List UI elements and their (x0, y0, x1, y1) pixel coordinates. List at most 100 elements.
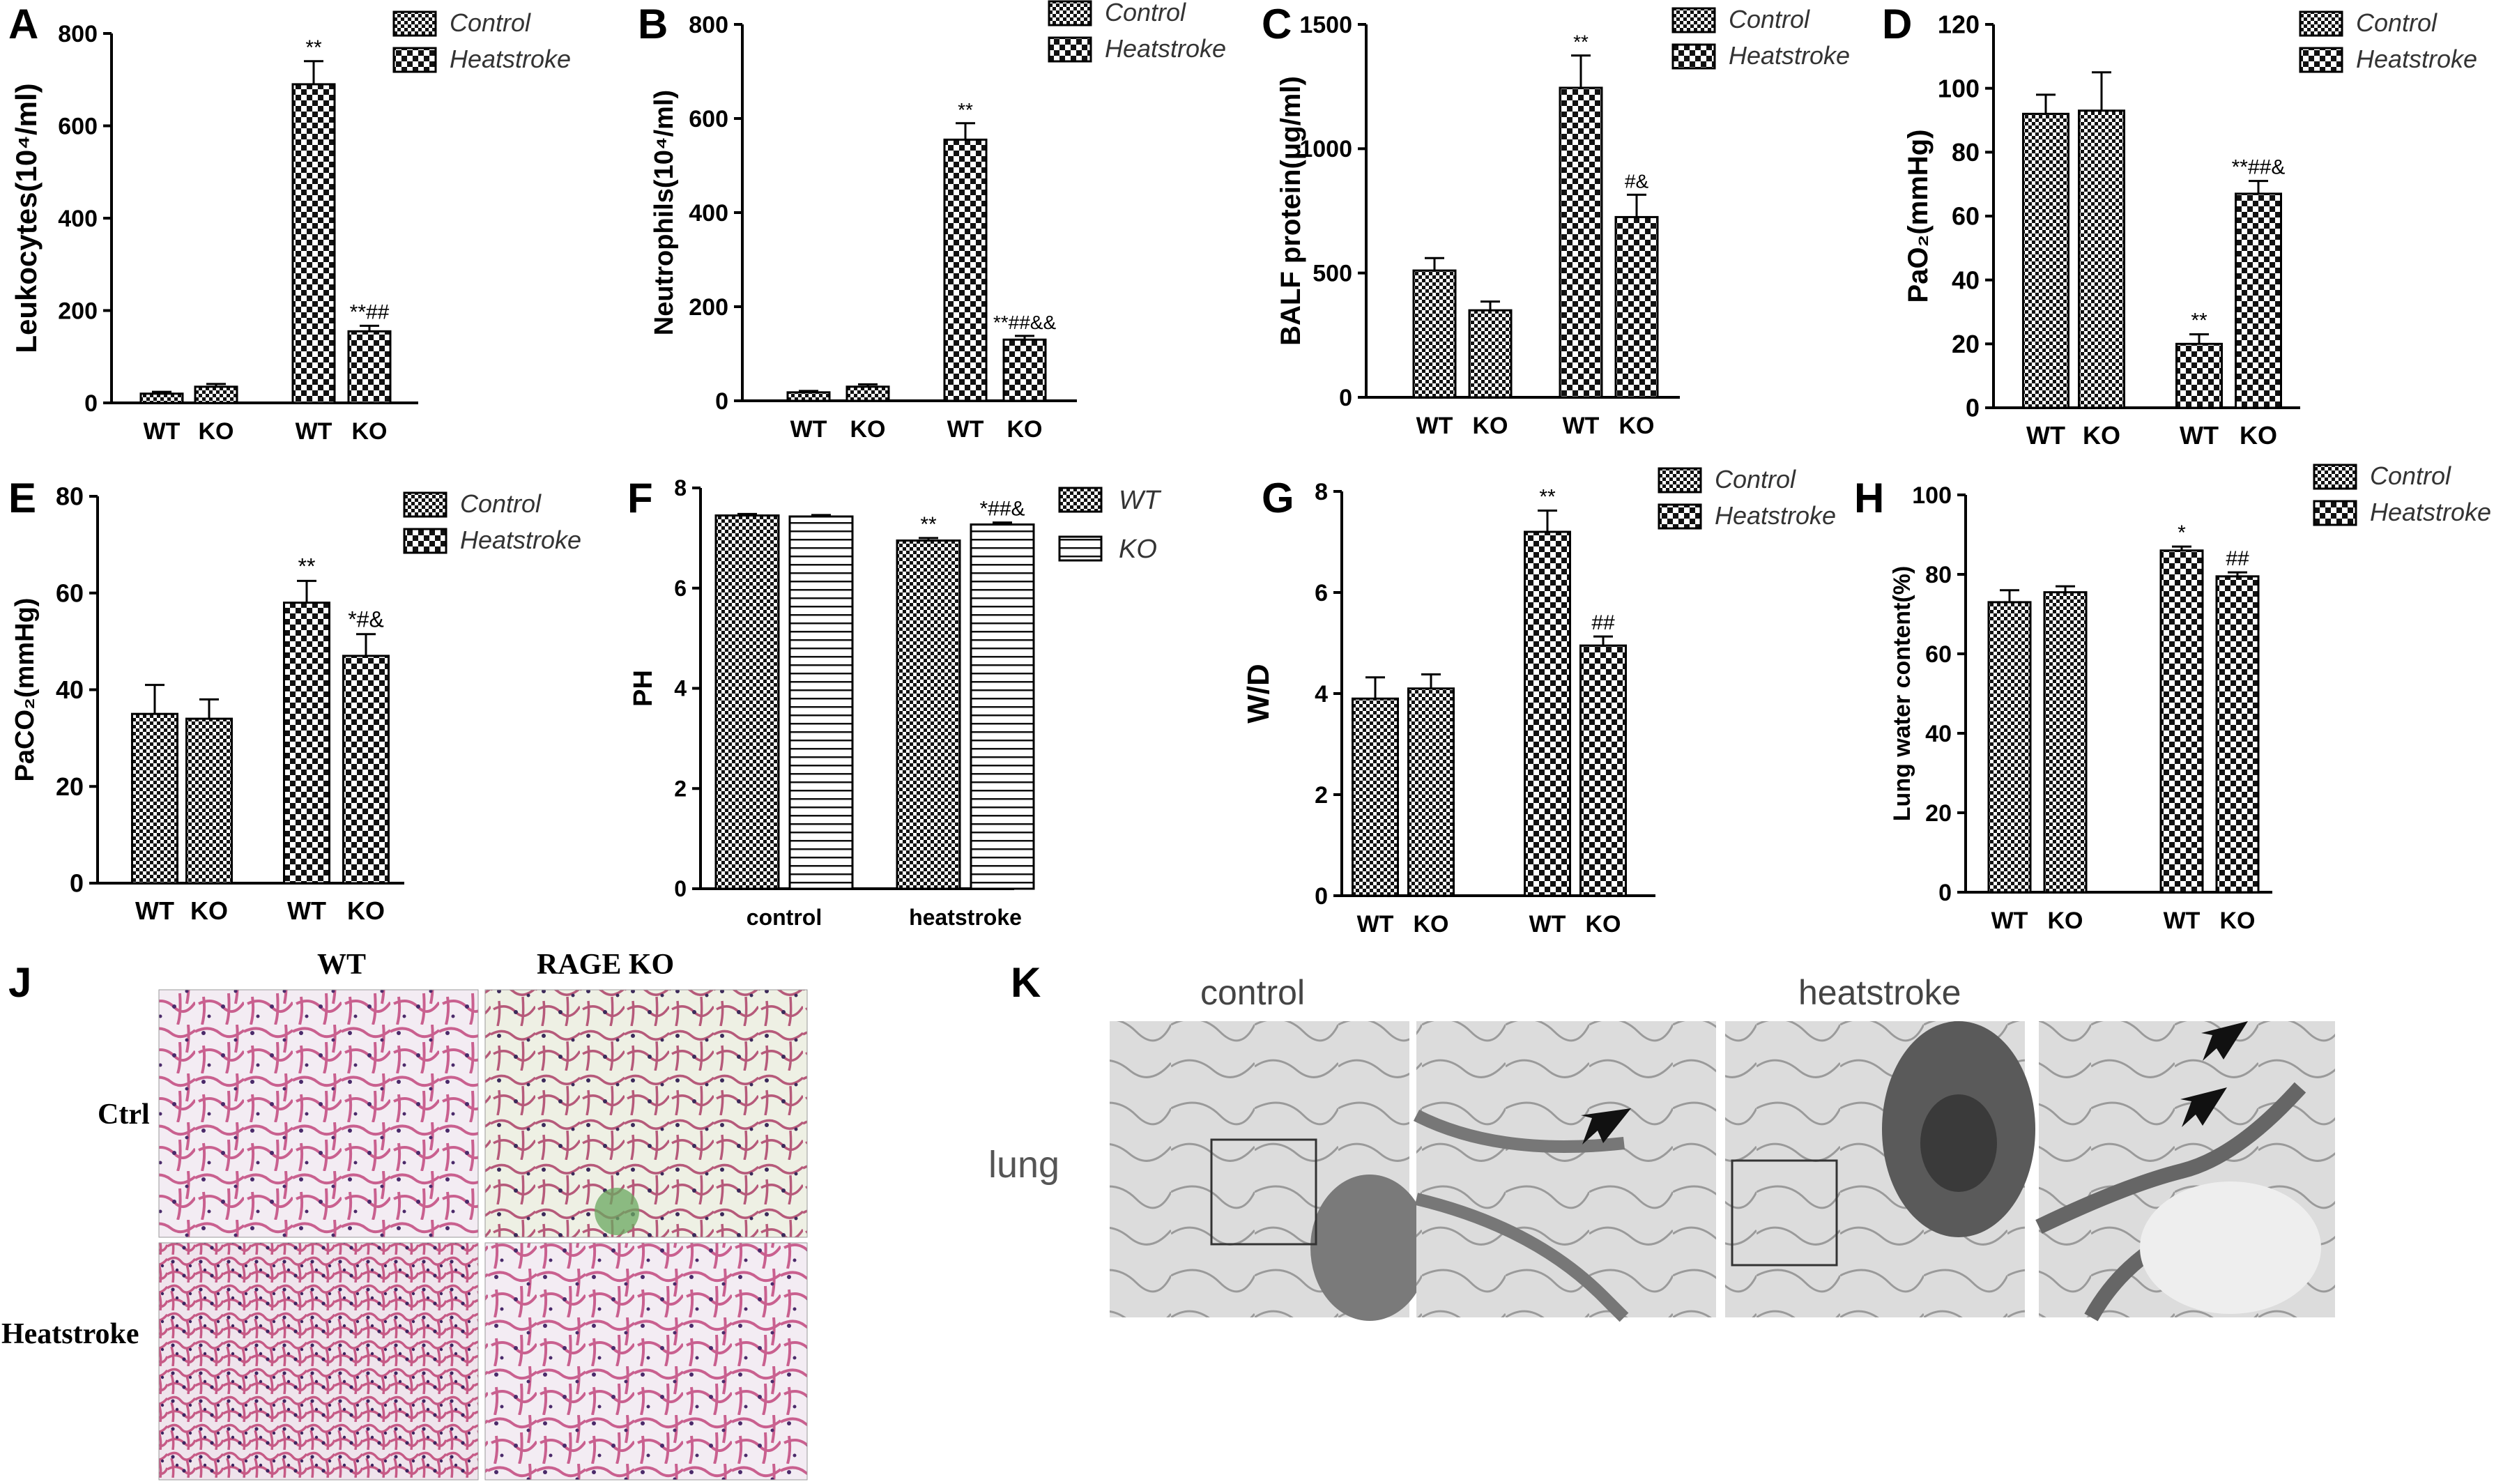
c-ylabel: BALF protein(μg/ml) (1276, 76, 1306, 346)
f-xtick-label: control (747, 905, 822, 930)
a-ytick-label: 0 (84, 390, 98, 417)
c-significance-label: ** (1573, 31, 1589, 53)
f-bar (714, 514, 780, 890)
em-control-zoom-box (1210, 1138, 1317, 1246)
h-ylabel: Lung water content(%) (1889, 566, 1915, 821)
a-bar (194, 385, 238, 404)
h-ytick-label: 100 (1912, 482, 1952, 509)
panel-label-j: J (8, 959, 32, 1006)
b-significance-label: ** (958, 99, 973, 121)
e-xtick-label: WT (135, 896, 174, 925)
d-bar (2235, 192, 2282, 409)
c-xtick-label: KO (1473, 413, 1508, 439)
b-legend-swatch (1048, 0, 1092, 26)
g-xtick-label: WT (1529, 911, 1566, 938)
c-legend-label: Heatstroke (1729, 41, 1850, 70)
a-ytick-label: 400 (58, 206, 98, 232)
panel-label-c: C (1262, 1, 1292, 47)
a-ytick-label: 600 (58, 113, 98, 139)
b-ytick-label: 0 (715, 388, 728, 415)
d-significance-label: **##& (2232, 156, 2286, 179)
histology-ko-ctrl-image (484, 989, 808, 1238)
f-ytick-label: 8 (674, 475, 687, 500)
d-ytick-label: 80 (1952, 138, 1980, 167)
d-ytick-label: 0 (1966, 394, 1980, 422)
c-bar (1468, 309, 1513, 399)
b-xtick-label: WT (947, 416, 984, 443)
f-ytick-label: 0 (674, 876, 687, 901)
a-ytick-label: 200 (58, 298, 98, 324)
g-legend-label: Control (1715, 465, 1796, 494)
em-control-zoom-image (1416, 1021, 1716, 1317)
f-ylabel: PH (629, 670, 658, 707)
f-bar (970, 523, 1035, 890)
g-ylabel: W/D (1241, 664, 1276, 724)
b-legend-label: Heatstroke (1105, 34, 1226, 63)
c-xtick-label: KO (1619, 413, 1655, 439)
f-bar (896, 539, 961, 890)
d-legend-label: Control (2356, 8, 2438, 37)
histology-column-wt: WT (317, 949, 367, 981)
d-xtick-label: WT (2180, 421, 2219, 450)
b-ytick-label: 800 (689, 12, 728, 38)
b-legend-swatch (1048, 36, 1092, 63)
e-legend-swatch (403, 491, 447, 518)
h-xtick-label: KO (2048, 908, 2083, 934)
panel-label-k: K (1011, 959, 1041, 1006)
em-control-cell (1310, 1175, 1429, 1321)
a-bar (139, 392, 184, 404)
b-ytick-label: 200 (689, 294, 728, 321)
g-legend-swatch (1658, 503, 1702, 530)
g-legend-swatch (1658, 467, 1702, 494)
g-bar (1524, 530, 1571, 897)
f-ytick-label: 2 (674, 776, 687, 801)
h-legend-label: Control (2370, 461, 2451, 490)
histology-ko-heatstroke-image (484, 1242, 808, 1481)
b-bar (845, 385, 890, 402)
em-heatstroke-nucleus (1920, 1094, 1997, 1192)
e-ytick-label: 80 (56, 482, 84, 511)
a-xtick-label: WT (144, 418, 181, 445)
d-legend-swatch (2299, 47, 2343, 73)
g-significance-label: ## (1591, 611, 1615, 634)
panel-label-f: F (627, 475, 653, 521)
d-ytick-label: 100 (1938, 74, 1980, 102)
em-side-label-lung: lung (988, 1144, 1060, 1186)
e-significance-label: *#& (348, 607, 384, 632)
b-bar (943, 138, 988, 402)
g-xtick-label: KO (1414, 911, 1449, 938)
g-ytick-label: 2 (1315, 782, 1328, 809)
g-ytick-label: 4 (1315, 681, 1328, 707)
em-control-membrane (1413, 1109, 1629, 1322)
e-ytick-label: 20 (56, 772, 84, 801)
histology-row-heatstroke: Heatstroke (1, 1318, 139, 1350)
d-xtick-label: KO (2240, 421, 2277, 450)
b-xtick-label: KO (850, 416, 886, 443)
c-bar (1614, 215, 1659, 399)
h-legend-swatch (2313, 500, 2357, 526)
h-significance-label: * (2178, 521, 2186, 544)
c-legend-label: Control (1729, 5, 1810, 33)
g-bar (1579, 644, 1627, 897)
a-legend-label: Heatstroke (450, 45, 571, 73)
f-legend-label: WT (1119, 486, 1162, 515)
h-legend-label: Heatstroke (2370, 498, 2491, 526)
c-xtick-label: WT (1563, 413, 1600, 439)
e-legend-label: Control (460, 489, 542, 518)
histology-wt-heatstroke-image (158, 1242, 479, 1481)
em-heatstroke-arrow-icon-upper (2201, 1021, 2248, 1061)
e-xtick-label: KO (190, 896, 228, 925)
f-ytick-label: 6 (674, 576, 687, 601)
a-legend-label: Control (450, 8, 531, 37)
b-legend-label: Control (1105, 0, 1186, 26)
h-xtick-label: WT (2164, 908, 2201, 934)
c-significance-label: #& (1625, 170, 1649, 192)
e-xtick-label: KO (347, 896, 385, 925)
a-xtick-label: KO (352, 418, 388, 445)
e-bar (342, 655, 390, 885)
em-title-control: control (1200, 973, 1306, 1012)
em-heatstroke-zoom-box (1731, 1159, 1838, 1267)
e-xtick-label: WT (287, 896, 326, 925)
